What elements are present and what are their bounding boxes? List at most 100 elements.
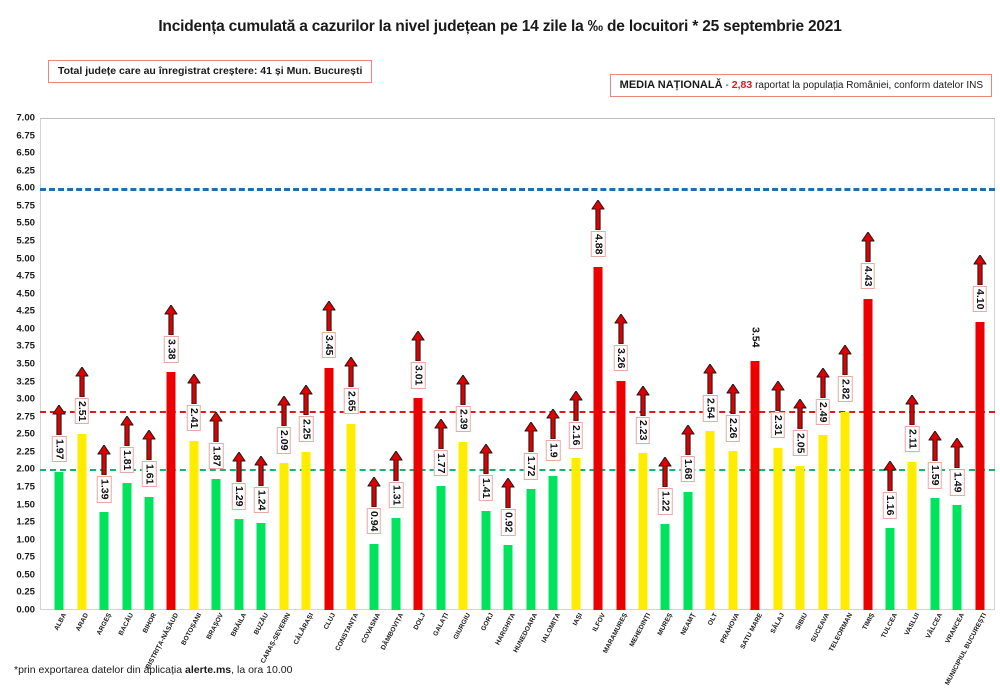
trend-up-arrow-icon [141,428,157,461]
bar-series: 1.97 2.51 1.39 1.81 1.61 3.38 2.41 1.87 … [40,118,995,610]
bar[interactable] [166,372,176,610]
bar-group[interactable]: 4.10 [969,118,991,610]
y-axis-tick: 7.00 [16,112,35,124]
bar-group[interactable]: 2.11 [901,118,923,610]
bar-group[interactable]: 1.68 [677,118,699,610]
bar[interactable] [705,431,715,610]
footnote-app: alerte.ms [185,664,232,676]
bar[interactable] [391,517,401,610]
national-average-dash: - [725,80,729,91]
bar[interactable] [638,453,648,610]
bar[interactable] [413,398,423,610]
bar[interactable] [683,491,693,610]
bar[interactable] [863,298,872,610]
bar-group[interactable]: 2.51 [70,118,92,610]
bar-value-label: 1.61 [141,460,157,488]
bar-group[interactable]: 1.59 [924,118,946,610]
bar[interactable] [818,435,828,610]
bar[interactable] [526,489,536,610]
bar-group[interactable]: 2.26 [722,118,744,610]
bar[interactable] [952,505,962,610]
bar[interactable] [324,367,334,610]
bar-group[interactable]: 4.88 [587,118,609,610]
bar-group[interactable]: 2.23 [632,118,654,610]
bar-group[interactable]: 4.43 [856,118,878,610]
bar[interactable] [930,498,940,610]
bar-group[interactable]: 2.05 [789,118,811,610]
bar[interactable] [975,321,985,610]
bar-group[interactable]: 3.01 [407,118,429,610]
reference-line-prag-2 [40,469,995,472]
bar-group[interactable]: 0.94 [362,118,384,610]
bar[interactable] [481,510,491,610]
plot-frame [40,118,995,610]
bar-value-label: 3.01 [411,362,426,389]
bar-group[interactable]: 2.82 [834,118,856,610]
trend-up-arrow-icon [501,477,516,509]
bar[interactable] [571,458,581,610]
bar-group[interactable]: 1.72 [520,118,542,610]
bar[interactable] [593,267,603,610]
bar-group[interactable]: 3.38 [160,118,182,610]
bar-group[interactable]: 2.09 [273,118,295,610]
bar[interactable] [144,496,154,610]
bar[interactable] [548,476,558,610]
bar-group[interactable]: 1.77 [430,118,452,610]
bar-group[interactable]: 3.26 [609,118,631,610]
bar[interactable] [122,482,132,610]
bar[interactable] [795,465,805,610]
bar-group[interactable]: 1.81 [115,118,137,610]
bar[interactable] [211,478,221,610]
bar-group[interactable]: 1.41 [475,118,497,610]
bar[interactable] [54,471,64,610]
bar[interactable] [77,433,87,610]
bar-group[interactable]: 2.31 [766,118,788,610]
bar[interactable] [369,543,379,610]
bar-group[interactable]: 1.22 [654,118,676,610]
bar[interactable] [234,519,244,610]
bar[interactable] [279,463,289,610]
bar-group[interactable]: 2.25 [295,118,317,610]
bar-group[interactable]: 1.49 [946,118,968,610]
bar[interactable] [885,528,895,610]
bar[interactable] [436,485,446,610]
bar[interactable] [907,461,917,610]
bar-group[interactable]: 1.39 [93,118,115,610]
bar[interactable] [346,423,356,610]
bar-value-label: 1.16 [882,492,898,519]
bar-group[interactable]: 3.45 [317,118,339,610]
bar[interactable] [503,545,513,610]
trend-up-arrow-icon [725,383,740,415]
y-axis-tick: 3.75 [16,340,35,352]
bar[interactable] [99,512,109,610]
bar-group[interactable]: 1.29 [228,118,250,610]
bar-group[interactable]: 2.39 [452,118,474,610]
bar[interactable] [301,451,311,610]
bar[interactable] [773,447,783,610]
bar-group[interactable]: 1.97 [48,118,70,610]
bar-value-label: 3.45 [321,331,336,358]
bar-group[interactable]: 2.16 [564,118,586,610]
bar-group[interactable]: 3.54 [744,118,766,610]
trend-up-arrow-icon [523,421,538,453]
trend-up-arrow-icon [411,330,426,362]
bar-group[interactable]: 2.49 [811,118,833,610]
bar[interactable] [189,440,199,610]
bar[interactable] [458,442,468,610]
bar[interactable] [660,524,670,610]
bar-group[interactable]: 1.16 [879,118,901,610]
bar-group[interactable]: 2.41 [183,118,205,610]
bar-group[interactable]: 0.92 [497,118,519,610]
bar[interactable] [256,522,266,610]
bar-group[interactable]: 1.87 [205,118,227,610]
bar[interactable] [840,411,850,610]
bar[interactable] [616,380,626,610]
bar-group[interactable]: 1.24 [250,118,272,610]
bar-group[interactable]: 1.31 [385,118,407,610]
bar[interactable] [728,451,738,610]
bar-group[interactable]: 2.54 [699,118,721,610]
bar[interactable] [750,361,760,610]
bar-group[interactable]: 1.61 [138,118,160,610]
bar-group[interactable]: 2.65 [340,118,362,610]
bar-group[interactable]: 1.9 [542,118,564,610]
